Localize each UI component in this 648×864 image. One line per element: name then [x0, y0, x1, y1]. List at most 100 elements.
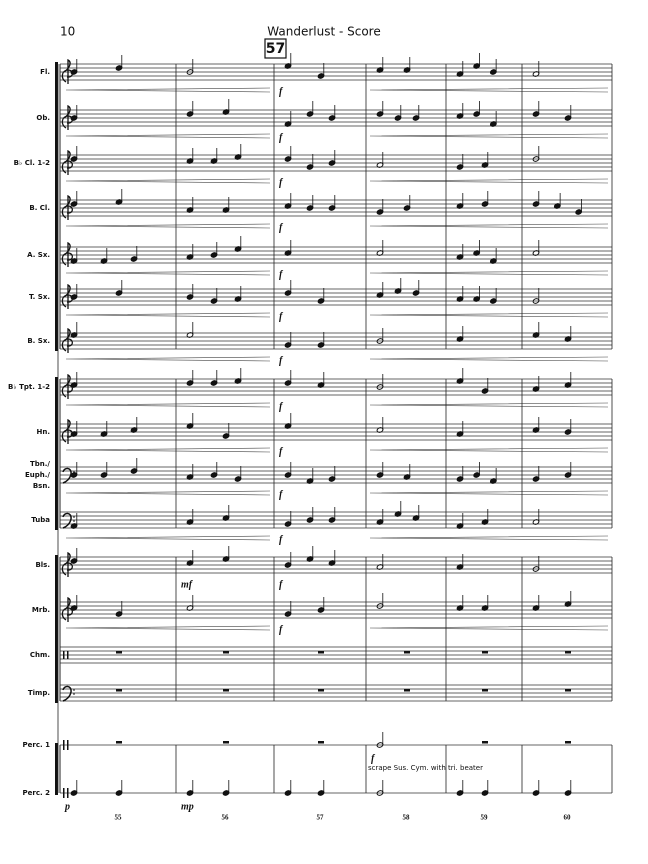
group-bracket — [55, 555, 58, 703]
treble-clef — [61, 241, 74, 267]
group-bracket — [55, 62, 58, 351]
hairpin — [65, 447, 271, 453]
bass-clef — [62, 512, 72, 529]
staff-name: Bls. — [35, 561, 50, 569]
whole-rest — [223, 651, 229, 654]
hairpin — [65, 490, 271, 496]
measure-number: 55 — [115, 814, 123, 822]
whole-rest — [482, 741, 488, 744]
whole-rest — [318, 651, 324, 654]
whole-rest — [318, 689, 324, 692]
group-bracket — [55, 743, 58, 795]
whole-rest — [482, 651, 488, 654]
whole-rest — [565, 741, 571, 744]
hairpin — [369, 312, 609, 318]
staff-name: B♭ Tpt. 1-2 — [8, 383, 50, 391]
perc-clef — [67, 788, 69, 798]
whole-rest — [116, 651, 122, 654]
hairpin — [65, 356, 271, 362]
whole-rest — [116, 741, 122, 744]
hairpin — [369, 87, 609, 93]
hairpin — [65, 625, 271, 631]
rehearsal-box — [264, 38, 287, 59]
clef-dot — [73, 516, 75, 518]
dynamic: f — [279, 579, 284, 590]
treble-clef — [61, 194, 74, 220]
staff-name: Bsn. — [33, 482, 50, 490]
hairpin — [65, 402, 271, 408]
hairpin — [369, 178, 609, 184]
hairpin — [65, 178, 271, 184]
clef-dot — [73, 689, 75, 691]
measure-number: 58 — [403, 814, 411, 822]
annotation: scrape Sus. Cym. with tri. beater — [368, 764, 483, 772]
staff-name: B. Sx. — [27, 337, 50, 345]
staff-name: B♭ Cl. 1-2 — [14, 159, 50, 167]
dynamic: f — [279, 222, 284, 233]
dynamic: f — [279, 177, 284, 188]
hairpin — [65, 87, 271, 93]
dynamic: mp — [181, 801, 194, 812]
hairpin — [65, 133, 271, 139]
perc-clef — [67, 651, 69, 659]
hairpin — [65, 535, 271, 541]
whole-rest — [565, 651, 571, 654]
treble-clef — [61, 373, 74, 399]
dynamic: f — [279, 355, 284, 366]
staff-name: Chm. — [30, 651, 50, 659]
staff-name: Perc. 2 — [23, 789, 51, 797]
treble-clef — [61, 327, 74, 353]
perc-clef — [63, 788, 65, 798]
whole-rest — [116, 689, 122, 692]
whole-rest — [404, 651, 410, 654]
dynamic: f — [371, 753, 376, 764]
group-bracket — [55, 377, 58, 530]
treble-clef — [61, 283, 74, 309]
score-title: Wanderlust - Score — [267, 25, 380, 39]
staff-name: Tuba — [31, 516, 50, 524]
whole-rest — [565, 689, 571, 692]
dynamic: mf — [181, 579, 194, 590]
hairpin — [369, 402, 609, 408]
treble-clef — [61, 149, 74, 175]
treble-clef — [61, 58, 74, 84]
hairpin — [65, 270, 271, 276]
hairpin — [369, 356, 609, 362]
whole-rest — [318, 741, 324, 744]
treble-clef — [61, 551, 74, 577]
measure-number: 60 — [564, 814, 572, 822]
clef-dot — [73, 693, 75, 695]
clef-dot — [73, 520, 75, 522]
perc-clef — [63, 740, 65, 750]
hairpin — [369, 490, 609, 496]
staff-name: Euph./ — [25, 471, 50, 479]
dynamic: p — [64, 801, 70, 812]
dynamic: f — [279, 624, 284, 635]
bass-clef — [62, 685, 72, 702]
staff-name: Mrb. — [32, 606, 50, 614]
hairpin — [65, 223, 271, 229]
rehearsal-mark: 57 — [266, 41, 285, 57]
perc-clef — [67, 740, 69, 750]
whole-rest — [482, 689, 488, 692]
dynamic: f — [279, 534, 284, 545]
measure-number: 59 — [481, 814, 489, 822]
hairpin — [369, 133, 609, 139]
staff-name: Hn. — [36, 428, 50, 436]
staff-name: A. Sx. — [27, 251, 50, 259]
staff-name: Fl. — [40, 68, 50, 76]
staff-name: T. Sx. — [29, 293, 50, 301]
staff-name: Perc. 1 — [23, 741, 51, 749]
dynamic: f — [279, 132, 284, 143]
staff-name: Tbn./ — [30, 460, 50, 468]
treble-clef — [61, 104, 74, 130]
dynamic: f — [279, 401, 284, 412]
hairpin — [369, 447, 609, 453]
hairpin — [369, 535, 609, 541]
whole-rest — [223, 741, 229, 744]
dynamic: f — [279, 86, 284, 97]
hairpin — [369, 223, 609, 229]
hairpin — [369, 625, 609, 631]
staff-name: Timp. — [28, 689, 50, 697]
